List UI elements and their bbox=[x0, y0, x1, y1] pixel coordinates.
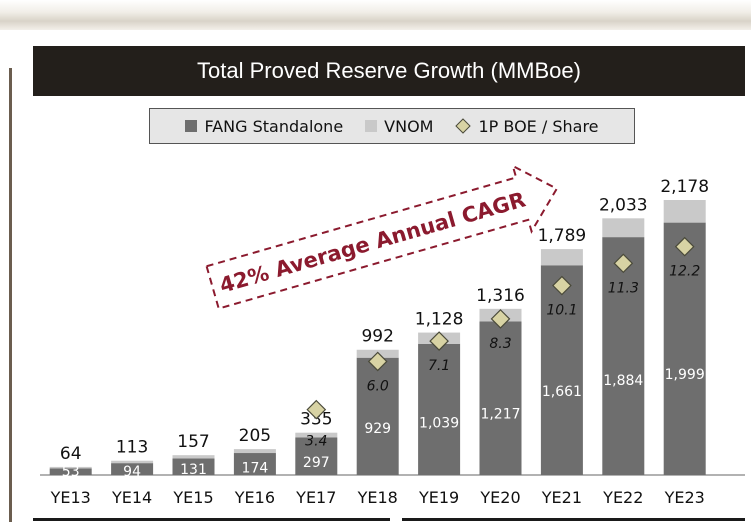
bar-fang-ye22 bbox=[602, 237, 645, 475]
bar-fang-ye19 bbox=[418, 343, 461, 475]
bottom-rule-left bbox=[33, 518, 390, 521]
boe-share-marker-ye23 bbox=[674, 236, 695, 257]
total-value-label: 1,789 bbox=[538, 226, 587, 246]
x-tick-label: YE14 bbox=[111, 488, 152, 507]
boe-share-value-label: 3.4 bbox=[305, 434, 327, 450]
fang-value-label: 929 bbox=[364, 421, 391, 437]
fang-value-label: 1,217 bbox=[480, 407, 520, 423]
total-value-label: 205 bbox=[239, 426, 271, 446]
boe-share-marker-ye19 bbox=[429, 331, 449, 351]
bar-vnom-ye14 bbox=[111, 460, 154, 464]
bar-vnom-ye22 bbox=[602, 218, 645, 238]
x-tick-label: YE15 bbox=[172, 488, 213, 507]
bar-fang-ye13 bbox=[49, 468, 92, 475]
bar-fang-ye18 bbox=[356, 357, 399, 475]
legend-label-boe-share: 1P BOE / Share bbox=[478, 116, 599, 136]
total-value-label: 2,033 bbox=[599, 195, 648, 215]
total-value-label: 335 bbox=[300, 410, 332, 430]
boe-share-marker-ye17 bbox=[306, 399, 327, 420]
boe-share-marker-ye18 bbox=[367, 351, 388, 372]
fang-value-label: 297 bbox=[303, 455, 330, 471]
x-tick-label: YE18 bbox=[357, 488, 398, 507]
x-tick-label: YE23 bbox=[664, 488, 705, 507]
boe-share-value-label: 10.1 bbox=[546, 303, 577, 319]
legend-label-fang: FANG Standalone bbox=[204, 116, 344, 136]
total-value-label: 64 bbox=[60, 444, 82, 464]
bottom-rule-right bbox=[402, 518, 745, 521]
total-value-label: 992 bbox=[361, 327, 393, 347]
boe-share-value-label: 7.1 bbox=[428, 358, 450, 374]
x-tick-label: YE16 bbox=[234, 488, 275, 507]
total-value-label: 1,316 bbox=[476, 286, 525, 306]
bar-fang-ye23 bbox=[663, 222, 706, 475]
total-value-label: 157 bbox=[177, 432, 209, 452]
fang-value-label: 1,661 bbox=[542, 384, 582, 400]
total-value-label: 2,178 bbox=[660, 177, 709, 197]
left-accent-rule bbox=[9, 68, 12, 522]
total-value-label: 1,128 bbox=[415, 310, 464, 330]
legend-label-vnom: VNOM bbox=[384, 116, 434, 136]
fang-value-label: 1,884 bbox=[603, 373, 643, 389]
legend-item-fang: FANG Standalone bbox=[185, 117, 343, 136]
boe-share-value-label: 11.3 bbox=[608, 280, 639, 296]
total-value-label: 113 bbox=[116, 438, 148, 458]
bar-vnom-ye15 bbox=[172, 455, 215, 459]
bar-fang-ye17 bbox=[295, 437, 338, 475]
chart-title: Total Proved Reserve Growth (MMBoe) bbox=[197, 58, 581, 83]
bar-vnom-ye21 bbox=[540, 249, 583, 266]
chart-legend: FANG Standalone VNOM 1P BOE / Share bbox=[149, 108, 635, 144]
boe-share-marker-ye21 bbox=[552, 275, 572, 296]
legend-item-vnom: VNOM bbox=[365, 117, 433, 136]
legend-swatch-fang bbox=[185, 120, 198, 132]
fang-value-label: 1,039 bbox=[419, 416, 459, 432]
bar-fang-ye14 bbox=[111, 463, 154, 475]
boe-share-value-label: 6.0 bbox=[367, 378, 389, 394]
legend-item-boe-share: 1P BOE / Share bbox=[455, 116, 599, 136]
legend-diamond-icon bbox=[455, 118, 472, 134]
x-tick-label: YE19 bbox=[418, 488, 459, 507]
fang-value-label: 1,999 bbox=[665, 367, 705, 383]
x-tick-label: YE17 bbox=[295, 488, 336, 507]
boe-share-value-label: 8.3 bbox=[489, 336, 511, 352]
fang-value-label: 53 bbox=[62, 464, 80, 480]
bar-vnom-ye23 bbox=[663, 200, 706, 223]
bar-vnom-ye13 bbox=[49, 466, 92, 469]
legend-swatch-vnom bbox=[365, 120, 378, 132]
fang-value-label: 94 bbox=[123, 464, 141, 480]
boe-share-marker-ye20 bbox=[490, 309, 511, 329]
bar-fang-ye20 bbox=[479, 321, 522, 475]
bar-fang-ye21 bbox=[540, 265, 583, 475]
top-decorative-band bbox=[0, 0, 751, 30]
bar-vnom-ye16 bbox=[233, 449, 276, 454]
fang-value-label: 174 bbox=[242, 460, 269, 476]
boe-share-value-label: 12.2 bbox=[669, 264, 700, 280]
bar-fang-ye16 bbox=[233, 453, 276, 475]
x-tick-label: YE20 bbox=[479, 488, 520, 507]
chart-title-bar: Total Proved Reserve Growth (MMBoe) bbox=[33, 46, 745, 96]
cagr-annotation-text: 42% Average Annual CAGR bbox=[217, 187, 528, 297]
fang-value-label: 131 bbox=[180, 462, 207, 478]
x-tick-label: YE22 bbox=[602, 488, 643, 507]
x-tick-label: YE21 bbox=[541, 488, 582, 507]
bar-fang-ye15 bbox=[172, 458, 215, 475]
boe-share-marker-ye22 bbox=[613, 253, 634, 274]
x-tick-label: YE13 bbox=[50, 488, 91, 507]
bar-vnom-ye17 bbox=[295, 432, 338, 438]
